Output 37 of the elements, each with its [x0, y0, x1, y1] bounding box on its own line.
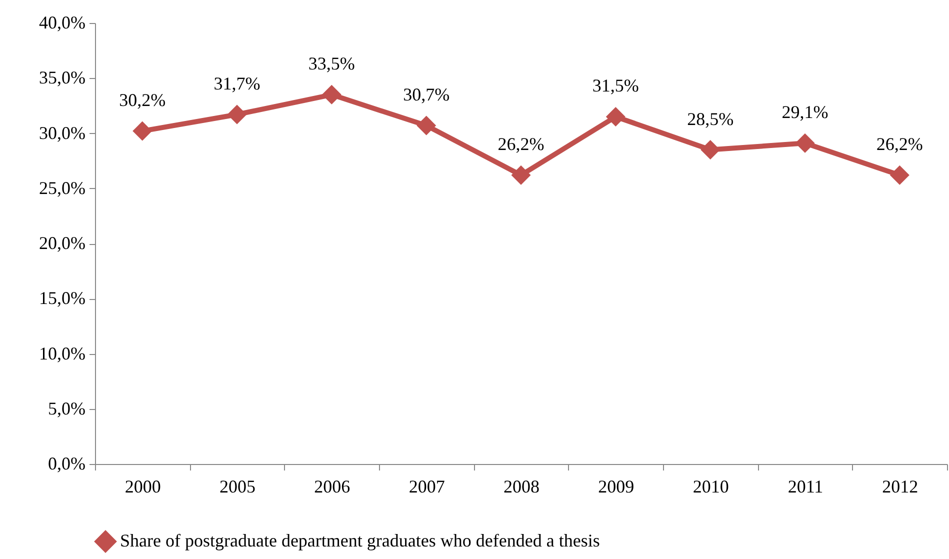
y-tick-label: 25,0% [39, 178, 86, 198]
x-tick-label: 2007 [408, 476, 445, 496]
data-label: 30,7% [403, 84, 450, 105]
x-tick-label: 2000 [124, 476, 161, 496]
x-tick-label: 2008 [504, 476, 540, 496]
data-label: 28,5% [687, 108, 734, 129]
point [795, 133, 815, 153]
y-tick-label: 10,0% [39, 343, 86, 364]
data-label: 26,2% [876, 134, 923, 154]
y-tick-label: 35,0% [39, 68, 86, 88]
x-tick-label: 2010 [692, 476, 729, 496]
y-tick-label: 20,0% [39, 233, 86, 253]
x-tick-label: 2006 [314, 476, 350, 496]
point [890, 165, 910, 185]
data-label: 30,2% [119, 90, 166, 110]
x-tick-label: 2005 [220, 476, 256, 496]
point [322, 84, 342, 104]
point [227, 104, 247, 124]
y-tick-label: 15,0% [39, 288, 86, 308]
point [416, 116, 436, 136]
data-label: 31,5% [592, 76, 639, 96]
point [511, 165, 531, 185]
data-label: 26,2% [498, 134, 544, 154]
y-tick-label: 40,0% [39, 12, 86, 32]
x-tick-label: 2012 [882, 476, 918, 496]
y-tick-label: 30,0% [39, 122, 86, 143]
data-label: 33,5% [308, 54, 355, 74]
legend-label: Share of postgraduate department graduates who defended a thesis [120, 530, 600, 550]
y-tick-label: 5,0% [48, 398, 86, 418]
x-tick-label: 2011 [788, 476, 824, 496]
data-label: 29,1% [782, 102, 828, 122]
point [606, 106, 626, 126]
y-tick-label: 0,0% [48, 454, 86, 474]
x-tick-label: 2009 [598, 476, 634, 496]
data-label: 31,7% [214, 74, 260, 94]
point [132, 121, 152, 141]
point [700, 140, 720, 160]
